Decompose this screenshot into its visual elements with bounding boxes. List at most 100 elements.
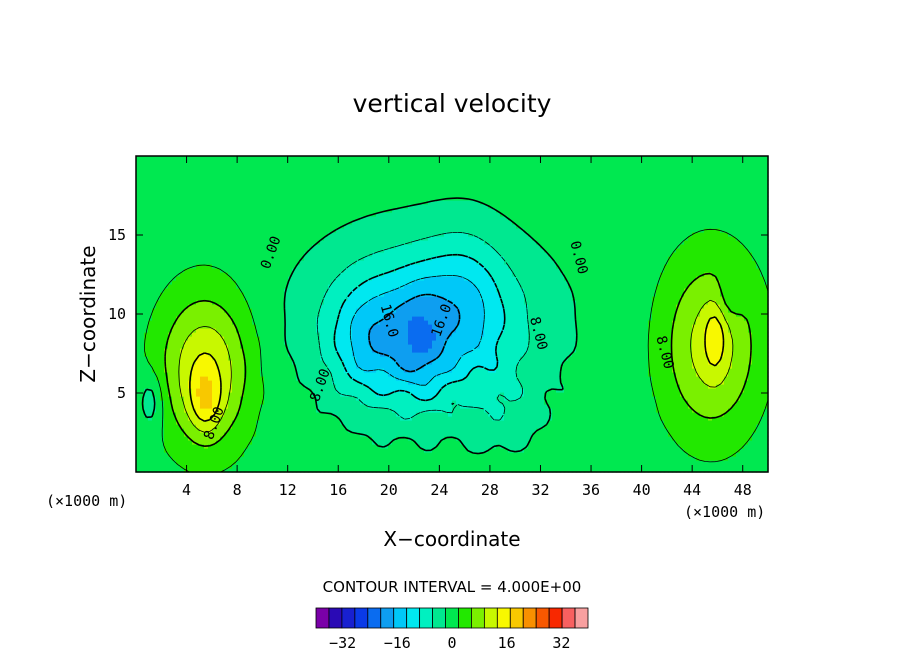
field-cell <box>152 436 157 441</box>
field-cell <box>312 240 317 245</box>
field-cell <box>372 404 377 409</box>
field-cell <box>272 300 277 305</box>
field-cell <box>244 248 249 253</box>
field-cell <box>320 252 325 257</box>
field-cell <box>180 312 185 317</box>
field-cell <box>248 312 253 317</box>
field-cell <box>204 412 209 417</box>
field-cell <box>296 324 301 329</box>
field-cell <box>264 204 269 209</box>
field-cell <box>264 440 269 445</box>
field-cell <box>240 356 245 361</box>
field-cell <box>376 288 381 293</box>
field-cell <box>236 296 241 301</box>
field-cell <box>276 312 281 317</box>
field-cell <box>204 208 209 213</box>
field-cell <box>360 460 365 465</box>
field-cell <box>368 184 373 189</box>
field-cell <box>252 416 257 421</box>
field-cell <box>180 424 185 429</box>
field-cell <box>288 368 293 373</box>
field-cell <box>200 220 205 225</box>
field-cell <box>308 300 313 305</box>
field-cell <box>248 276 253 281</box>
field-cell <box>180 460 185 465</box>
field-cell <box>300 252 305 257</box>
field-cell <box>228 400 233 405</box>
field-cell <box>348 344 353 349</box>
field-cell <box>328 196 333 201</box>
field-cell <box>140 276 145 281</box>
field-cell <box>212 388 217 393</box>
field-cell <box>264 176 269 181</box>
field-cell <box>284 192 289 197</box>
field-cell <box>300 196 305 201</box>
field-cell <box>352 328 357 333</box>
field-cell <box>304 176 309 181</box>
field-cell <box>368 308 373 313</box>
field-cell <box>192 192 197 197</box>
field-cell <box>360 240 365 245</box>
field-cell <box>156 172 161 177</box>
field-cell <box>332 196 337 201</box>
field-cell <box>380 208 385 213</box>
field-cell <box>276 348 281 353</box>
field-cell <box>280 424 285 429</box>
field-cell <box>340 156 345 161</box>
field-cell <box>312 232 317 237</box>
field-cell <box>308 276 313 281</box>
field-cell <box>268 448 273 453</box>
field-cell <box>252 396 257 401</box>
field-cell <box>208 284 213 289</box>
field-cell <box>272 292 277 297</box>
field-cell <box>144 408 149 413</box>
field-cell <box>152 440 157 445</box>
field-cell <box>148 292 153 297</box>
field-cell <box>168 264 173 269</box>
field-cell <box>164 312 169 317</box>
field-cell <box>200 248 205 253</box>
field-cell <box>204 268 209 273</box>
field-cell <box>248 328 253 333</box>
field-cell <box>152 372 157 377</box>
field-cell <box>160 160 165 165</box>
field-cell <box>228 444 233 449</box>
field-cell <box>164 400 169 405</box>
field-cell <box>228 156 233 161</box>
field-cell <box>196 340 201 345</box>
field-cell <box>236 188 241 193</box>
field-cell <box>384 308 389 313</box>
field-cell <box>220 440 225 445</box>
field-cell <box>296 156 301 161</box>
field-cell <box>296 280 301 285</box>
field-cell <box>336 368 341 373</box>
field-cell <box>336 176 341 181</box>
field-cell <box>208 448 213 453</box>
field-cell <box>380 244 385 249</box>
field-cell <box>140 304 145 309</box>
field-cell <box>324 204 329 209</box>
field-cell <box>284 156 289 161</box>
field-cell <box>232 380 237 385</box>
field-cell <box>296 200 301 205</box>
field-cell <box>268 168 273 173</box>
field-cell <box>176 188 181 193</box>
field-cell <box>192 324 197 329</box>
field-cell <box>188 408 193 413</box>
field-cell <box>356 344 361 349</box>
field-cell <box>152 392 157 397</box>
field-cell <box>156 336 161 341</box>
field-cell <box>320 204 325 209</box>
field-cell <box>292 344 297 349</box>
field-cell <box>272 436 277 441</box>
field-cell <box>200 408 205 413</box>
field-cell <box>148 364 153 369</box>
field-cell <box>200 356 205 361</box>
field-cell <box>300 192 305 197</box>
field-cell <box>296 296 301 301</box>
field-cell <box>192 396 197 401</box>
field-cell <box>340 216 345 221</box>
field-cell <box>272 312 277 317</box>
field-cell <box>200 320 205 325</box>
field-cell <box>360 276 365 281</box>
